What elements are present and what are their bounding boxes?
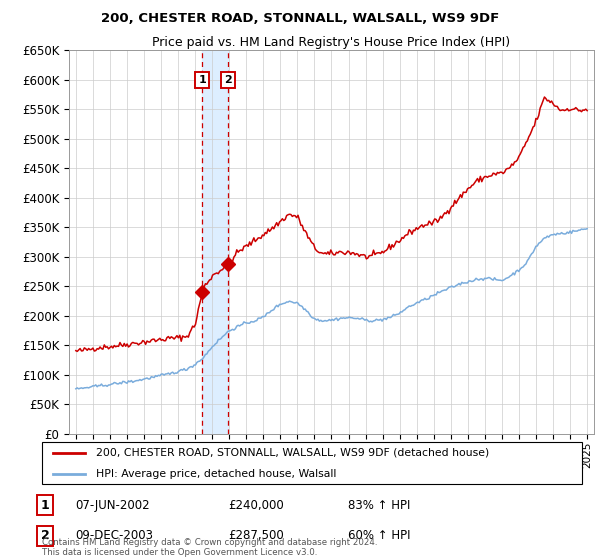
Text: 60% ↑ HPI: 60% ↑ HPI xyxy=(348,529,410,543)
Text: 1: 1 xyxy=(199,75,206,85)
Text: 200, CHESTER ROAD, STONNALL, WALSALL, WS9 9DF: 200, CHESTER ROAD, STONNALL, WALSALL, WS… xyxy=(101,12,499,25)
Text: 09-DEC-2003: 09-DEC-2003 xyxy=(75,529,153,543)
Text: HPI: Average price, detached house, Walsall: HPI: Average price, detached house, Wals… xyxy=(96,469,337,479)
Text: 07-JUN-2002: 07-JUN-2002 xyxy=(75,498,149,512)
Text: 1: 1 xyxy=(41,498,49,512)
Bar xyxy=(202,50,228,434)
Text: 2: 2 xyxy=(224,75,232,85)
Text: 200, CHESTER ROAD, STONNALL, WALSALL, WS9 9DF (detached house): 200, CHESTER ROAD, STONNALL, WALSALL, WS… xyxy=(96,448,489,458)
Text: 2: 2 xyxy=(41,529,49,543)
Text: £240,000: £240,000 xyxy=(228,498,284,512)
Text: £287,500: £287,500 xyxy=(228,529,284,543)
Text: Contains HM Land Registry data © Crown copyright and database right 2024.
This d: Contains HM Land Registry data © Crown c… xyxy=(42,538,377,557)
FancyBboxPatch shape xyxy=(42,442,582,484)
Title: Price paid vs. HM Land Registry's House Price Index (HPI): Price paid vs. HM Land Registry's House … xyxy=(152,36,511,49)
Text: 83% ↑ HPI: 83% ↑ HPI xyxy=(348,498,410,512)
